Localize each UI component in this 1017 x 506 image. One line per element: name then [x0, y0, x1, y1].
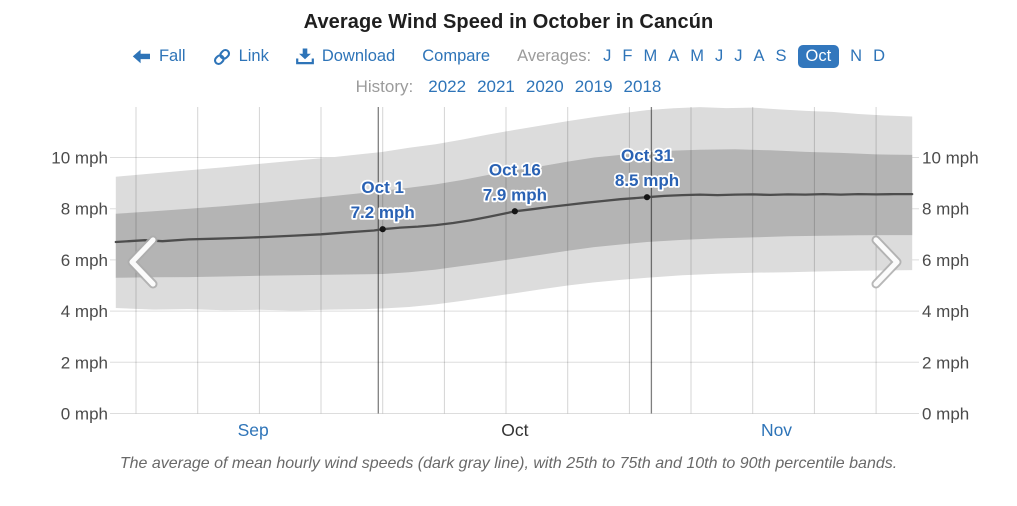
- y-tick-label-right: 0 mph: [922, 405, 969, 424]
- history-nav: History: 2022 2021 2020 2019 2018: [0, 77, 1017, 97]
- permalink-link[interactable]: Link: [213, 47, 269, 66]
- download-icon: [295, 48, 314, 65]
- y-tick-label-left: 4 mph: [61, 302, 108, 321]
- y-tick-label-right: 4 mph: [922, 302, 969, 321]
- history-label: History:: [355, 77, 414, 96]
- y-tick-label-left: 6 mph: [61, 251, 108, 270]
- scroll-left-chevron[interactable]: [127, 235, 158, 289]
- y-tick-label-left: 0 mph: [61, 405, 108, 424]
- y-tick-label-right: 10 mph: [922, 149, 979, 168]
- marker-date-label: Oct 31: [621, 146, 673, 165]
- history-year-2020[interactable]: 2020: [525, 77, 564, 96]
- marker-value-label: 7.9 mph: [483, 185, 547, 204]
- left-arrow-icon: [132, 49, 150, 64]
- y-tick-label-left: 8 mph: [61, 200, 108, 219]
- history-year-list: 2022 2021 2020 2019 2018: [428, 77, 661, 97]
- history-year-2018[interactable]: 2018: [623, 77, 662, 96]
- month-letter-list: J F M A M J J A S Oct N D: [603, 45, 885, 68]
- chart-caption: The average of mean hourly wind speeds (…: [0, 452, 1017, 477]
- marker-date-label: Oct 16: [489, 160, 541, 179]
- marker-dot: [511, 208, 518, 215]
- marker-value-label: 7.2 mph: [351, 203, 415, 222]
- y-tick-label-right: 8 mph: [922, 200, 969, 219]
- averages-month-6[interactable]: J: [714, 47, 724, 65]
- averages-month-10-selected[interactable]: Oct: [797, 45, 840, 68]
- page-title: Average Wind Speed in October in Cancún: [303, 11, 714, 33]
- chain-link-icon: [213, 48, 230, 65]
- compare-link[interactable]: Compare: [422, 47, 490, 66]
- band-10-90-percentile: [115, 107, 913, 311]
- marker-dot: [379, 226, 386, 233]
- scroll-right-chevron[interactable]: [871, 235, 902, 289]
- x-month-label-oct: Oct: [501, 420, 528, 440]
- marker-value-label: 8.5 mph: [615, 171, 679, 190]
- compare-label: Compare: [422, 47, 491, 65]
- averages-month-12[interactable]: D: [873, 47, 886, 65]
- averages-month-9[interactable]: S: [775, 47, 787, 65]
- averages-month-11[interactable]: N: [850, 47, 863, 65]
- history-year-2021[interactable]: 2021: [477, 77, 515, 96]
- x-month-label-nov[interactable]: Nov: [761, 420, 792, 440]
- history-year-2022[interactable]: 2022: [428, 77, 467, 96]
- y-tick-label-left: 2 mph: [61, 353, 108, 372]
- x-month-label-sep[interactable]: Sep: [238, 420, 269, 440]
- band-25-75-percentile: [115, 149, 913, 278]
- averages-month-7[interactable]: J: [734, 47, 743, 65]
- averages-month-1[interactable]: J: [603, 47, 612, 65]
- averages-month-5[interactable]: M: [690, 47, 704, 65]
- averages-nav: Averages: J F M A M J J A S Oct N D: [517, 45, 885, 68]
- y-tick-label-right: 2 mph: [922, 353, 969, 372]
- download-label: Download: [321, 47, 396, 65]
- y-tick-label-right: 6 mph: [922, 251, 969, 270]
- averages-month-4[interactable]: A: [668, 47, 680, 65]
- marker-date-label: Oct 1: [361, 178, 404, 197]
- download-link[interactable]: Download: [295, 47, 396, 66]
- season-prev-label: Fall: [158, 47, 186, 65]
- marker-dot: [643, 194, 651, 201]
- mean-wind-speed-line: [114, 192, 914, 244]
- chart-caption-text: The average of mean hourly wind speeds (…: [119, 455, 898, 472]
- averages-month-3[interactable]: M: [643, 47, 658, 65]
- y-tick-label-left: 10 mph: [51, 149, 108, 168]
- averages-label: Averages:: [517, 47, 592, 65]
- permalink-label: Link: [238, 47, 269, 65]
- season-prev-link[interactable]: Fall: [132, 47, 186, 66]
- history-year-2019[interactable]: 2019: [574, 77, 613, 96]
- averages-month-8[interactable]: A: [753, 47, 765, 65]
- averages-month-2[interactable]: F: [622, 47, 633, 65]
